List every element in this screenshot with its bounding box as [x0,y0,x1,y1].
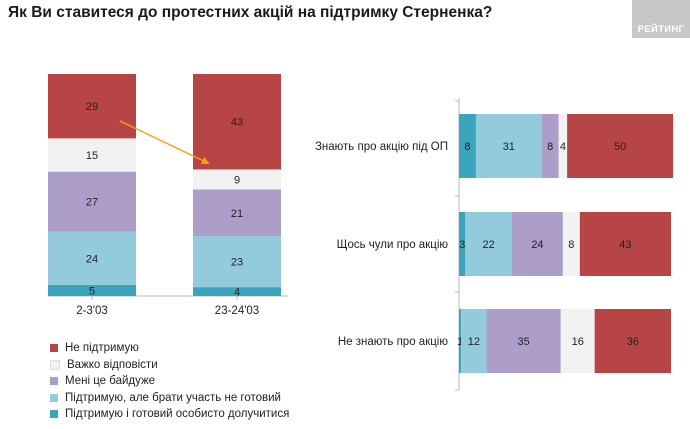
legend-label: Важко відповісти [67,358,158,371]
data-label: 3 [459,239,465,251]
data-label: 15 [86,150,98,162]
legend-swatch [50,359,60,370]
category-label: Знають про акцію під ОП [315,141,448,153]
legend-item: Не підтримую [50,340,289,357]
category-label: Не знають про акцію [338,336,449,348]
legend-label: Не підтримую [65,342,139,354]
bar-segment [193,74,281,170]
category-label: Щось чули про акцію [337,239,449,251]
bar-segment [567,114,674,178]
bar-segment [562,212,580,276]
legend-swatch [50,377,58,386]
data-label: 36 [627,336,639,348]
legend-swatch [50,410,58,419]
bar-segment [459,114,476,178]
bar-segment [193,236,281,288]
bar-segment [465,212,512,276]
legend-item: Мені це байдуже [50,373,289,390]
data-label: 29 [86,101,98,113]
rating-logo: РЕЙТИНГ [632,0,690,38]
data-label: 8 [547,141,553,153]
bar-segment [486,309,561,373]
data-label: 43 [231,117,243,129]
bar-segment [541,114,559,178]
bar-segment [461,309,487,373]
bar-segment [459,309,462,373]
bar-segment [512,212,563,276]
data-label: 8 [568,239,574,251]
bar-segment [48,138,136,172]
legend-label: Мені це байдуже [65,375,156,387]
data-label: 31 [503,141,515,153]
data-label: 21 [231,208,243,220]
bar-segment [475,114,542,178]
bar-segment [193,169,281,190]
data-label: 5 [89,285,95,297]
data-label: 4 [560,141,566,153]
bar-segment [48,231,136,285]
bar-segment [48,284,136,296]
legend-item: Підтримую, але брати участь не готовий [50,390,289,407]
data-label: 8 [464,141,470,153]
vertical-stacked-bar-chart: 5 24 27 15 29 2-3'03 4 23 21 9 43 23-24'03 [48,74,288,317]
legend: Не підтримую Важко відповісти Мені це байд… [50,340,289,423]
legend-swatch [50,344,58,353]
bar-segment [48,171,136,232]
data-label: 43 [619,239,631,251]
bar-segment [193,189,281,237]
data-label: 22 [483,239,495,251]
x-tick-label: 23-24'03 [215,305,259,317]
legend-label: Підтримую і готовий особисто долучитися [65,408,290,420]
data-label: 4 [234,287,240,299]
data-label: 35 [518,336,530,348]
bar-segment [560,309,595,373]
data-label: 12 [468,336,480,348]
page-title: Як Ви ставитеся до протестних акцій на п… [8,4,493,21]
data-label: 24 [531,239,543,251]
data-label: 1 [457,336,463,348]
legend-item: Важко відповісти [50,357,289,374]
legend-item: Підтримую і готовий особисто долучитися [50,406,289,423]
data-label: 24 [86,253,98,265]
data-label: 23 [231,257,243,269]
bar-segment [48,74,136,139]
bar-segment [594,309,671,373]
logo-text: РЕЙТИНГ [637,24,685,35]
bar-segment [579,212,671,276]
change-arrow [119,120,210,165]
bar-segment [558,114,568,178]
legend-swatch [50,393,58,402]
bar-segment [193,287,281,296]
data-label: 27 [86,197,98,209]
x-tick-label: 2-3'03 [76,305,108,317]
data-label: 9 [234,174,240,186]
bar-segment [459,212,466,276]
data-label: 16 [572,336,584,348]
data-label: 50 [614,141,626,153]
legend-label: Підтримую, але брати участь не готовий [65,391,281,404]
